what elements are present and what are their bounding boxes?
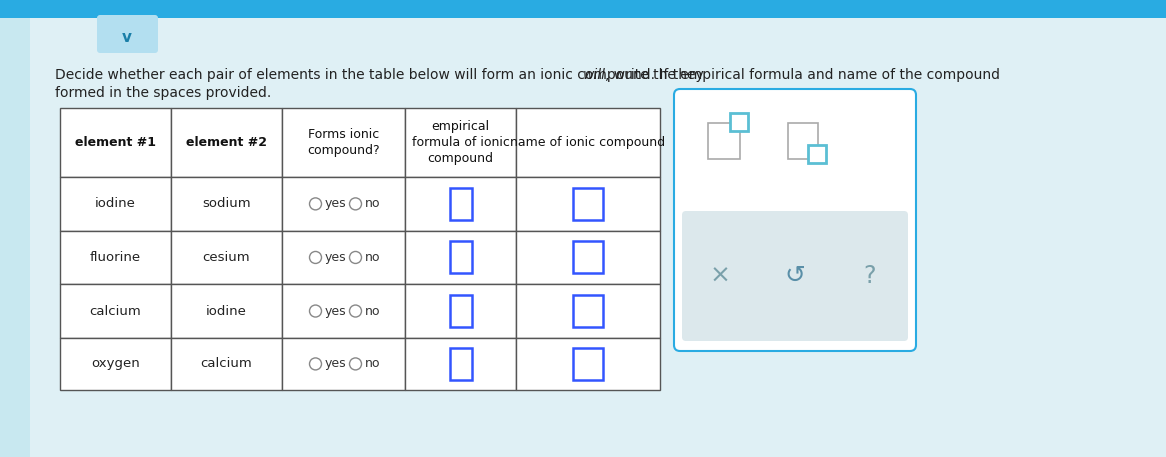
Circle shape xyxy=(309,305,322,317)
Bar xyxy=(59,177,171,231)
Bar xyxy=(282,108,405,177)
Text: no: no xyxy=(365,304,380,318)
Circle shape xyxy=(350,251,361,263)
Bar xyxy=(573,188,603,220)
Bar xyxy=(405,108,517,177)
Text: name of ionic compound: name of ionic compound xyxy=(511,136,666,149)
Bar xyxy=(59,231,171,284)
Text: ↺: ↺ xyxy=(785,264,806,288)
Bar xyxy=(573,295,603,327)
Circle shape xyxy=(309,251,322,263)
Text: will: will xyxy=(583,68,606,82)
Bar xyxy=(171,338,282,390)
Text: oxygen: oxygen xyxy=(91,357,140,371)
Text: no: no xyxy=(365,357,380,371)
Bar xyxy=(171,108,282,177)
Bar xyxy=(730,113,749,131)
Bar xyxy=(59,338,171,390)
Circle shape xyxy=(350,358,361,370)
Bar xyxy=(0,0,1166,18)
Text: element #2: element #2 xyxy=(187,136,267,149)
Bar xyxy=(517,108,660,177)
Text: iodine: iodine xyxy=(206,304,247,318)
Text: yes: yes xyxy=(324,251,346,264)
Bar xyxy=(59,284,171,338)
Bar xyxy=(59,108,171,177)
Text: empirical
formula of ionic
compound: empirical formula of ionic compound xyxy=(412,120,510,165)
Bar xyxy=(282,177,405,231)
Bar xyxy=(517,231,660,284)
Bar xyxy=(282,284,405,338)
Bar xyxy=(450,188,471,220)
Bar xyxy=(405,338,517,390)
Text: fluorine: fluorine xyxy=(90,251,141,264)
Bar xyxy=(517,338,660,390)
Text: Forms ionic
compound?: Forms ionic compound? xyxy=(307,128,380,157)
Text: cesium: cesium xyxy=(203,251,251,264)
Bar xyxy=(0,0,30,457)
Text: , write the empirical formula and name of the compound: , write the empirical formula and name o… xyxy=(605,68,1000,82)
Bar xyxy=(450,241,471,273)
FancyBboxPatch shape xyxy=(97,15,159,53)
Bar xyxy=(405,284,517,338)
Bar xyxy=(450,348,471,380)
Bar xyxy=(282,338,405,390)
Text: ?: ? xyxy=(864,264,877,288)
Text: sodium: sodium xyxy=(202,197,251,210)
Bar xyxy=(573,348,603,380)
Text: yes: yes xyxy=(324,357,346,371)
Bar xyxy=(171,177,282,231)
Bar xyxy=(282,231,405,284)
Text: ×: × xyxy=(709,264,731,288)
Bar xyxy=(517,284,660,338)
Text: yes: yes xyxy=(324,304,346,318)
Bar xyxy=(788,123,819,159)
Text: element #1: element #1 xyxy=(75,136,156,149)
FancyBboxPatch shape xyxy=(674,89,916,351)
Text: Decide whether each pair of elements in the table below will form an ionic compo: Decide whether each pair of elements in … xyxy=(55,68,708,82)
Bar xyxy=(405,231,517,284)
Bar xyxy=(171,231,282,284)
Bar xyxy=(450,295,471,327)
FancyBboxPatch shape xyxy=(682,211,908,341)
Circle shape xyxy=(350,198,361,210)
Text: formed in the spaces provided.: formed in the spaces provided. xyxy=(55,86,272,100)
Bar xyxy=(405,177,517,231)
Bar xyxy=(708,123,740,159)
Text: calcium: calcium xyxy=(90,304,141,318)
Circle shape xyxy=(309,358,322,370)
Text: iodine: iodine xyxy=(96,197,136,210)
Circle shape xyxy=(350,305,361,317)
Bar xyxy=(171,284,282,338)
Text: yes: yes xyxy=(324,197,346,210)
Text: no: no xyxy=(365,251,380,264)
Text: calcium: calcium xyxy=(201,357,252,371)
Text: v: v xyxy=(122,30,132,44)
Bar xyxy=(573,241,603,273)
Bar xyxy=(517,177,660,231)
Bar xyxy=(808,145,826,163)
Text: no: no xyxy=(365,197,380,210)
Circle shape xyxy=(309,198,322,210)
